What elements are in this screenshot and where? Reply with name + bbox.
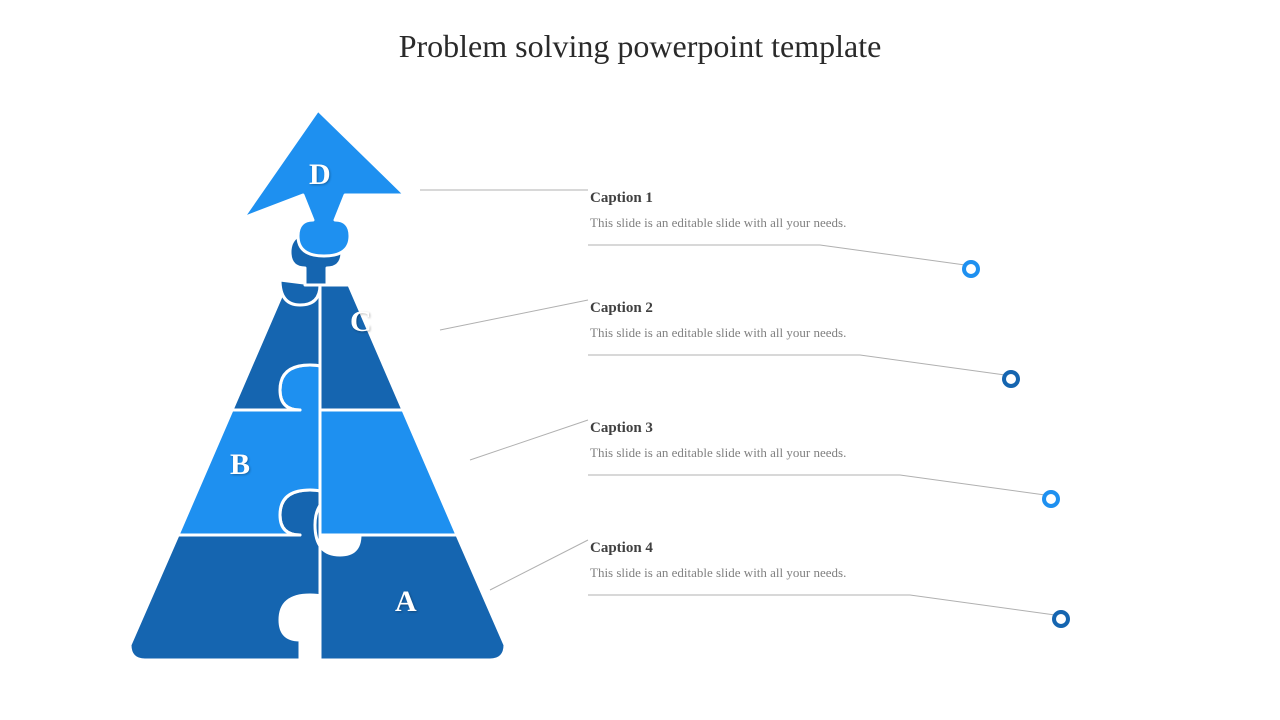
piece-b-right <box>320 410 457 535</box>
puzzle-pyramid-diagram <box>0 0 1280 720</box>
caption-body-1: This slide is an editable slide with all… <box>590 215 1070 231</box>
caption-2: Caption 2 This slide is an editable slide… <box>590 300 1070 341</box>
piece-label-c: C <box>350 305 372 339</box>
caption-ring-3 <box>1042 490 1060 508</box>
caption-title-2: Caption 2 <box>590 300 1070 317</box>
piece-label-d: D <box>309 158 331 192</box>
piece-label-b: B <box>230 448 250 482</box>
caption-ring-1 <box>962 260 980 278</box>
caption-title-3: Caption 3 <box>590 420 1070 437</box>
caption-body-4: This slide is an editable slide with all… <box>590 565 1070 581</box>
caption-3: Caption 3 This slide is an editable slide… <box>590 420 1070 461</box>
piece-label-a: A <box>395 585 417 619</box>
caption-ring-2 <box>1002 370 1020 388</box>
caption-ring-4 <box>1052 610 1070 628</box>
caption-title-4: Caption 4 <box>590 540 1070 557</box>
caption-body-2: This slide is an editable slide with all… <box>590 325 1070 341</box>
caption-4: Caption 4 This slide is an editable slide… <box>590 540 1070 581</box>
caption-1: Caption 1 This slide is an editable slide… <box>590 190 1070 231</box>
caption-body-3: This slide is an editable slide with all… <box>590 445 1070 461</box>
caption-title-1: Caption 1 <box>590 190 1070 207</box>
pyramid-pieces <box>130 110 505 660</box>
